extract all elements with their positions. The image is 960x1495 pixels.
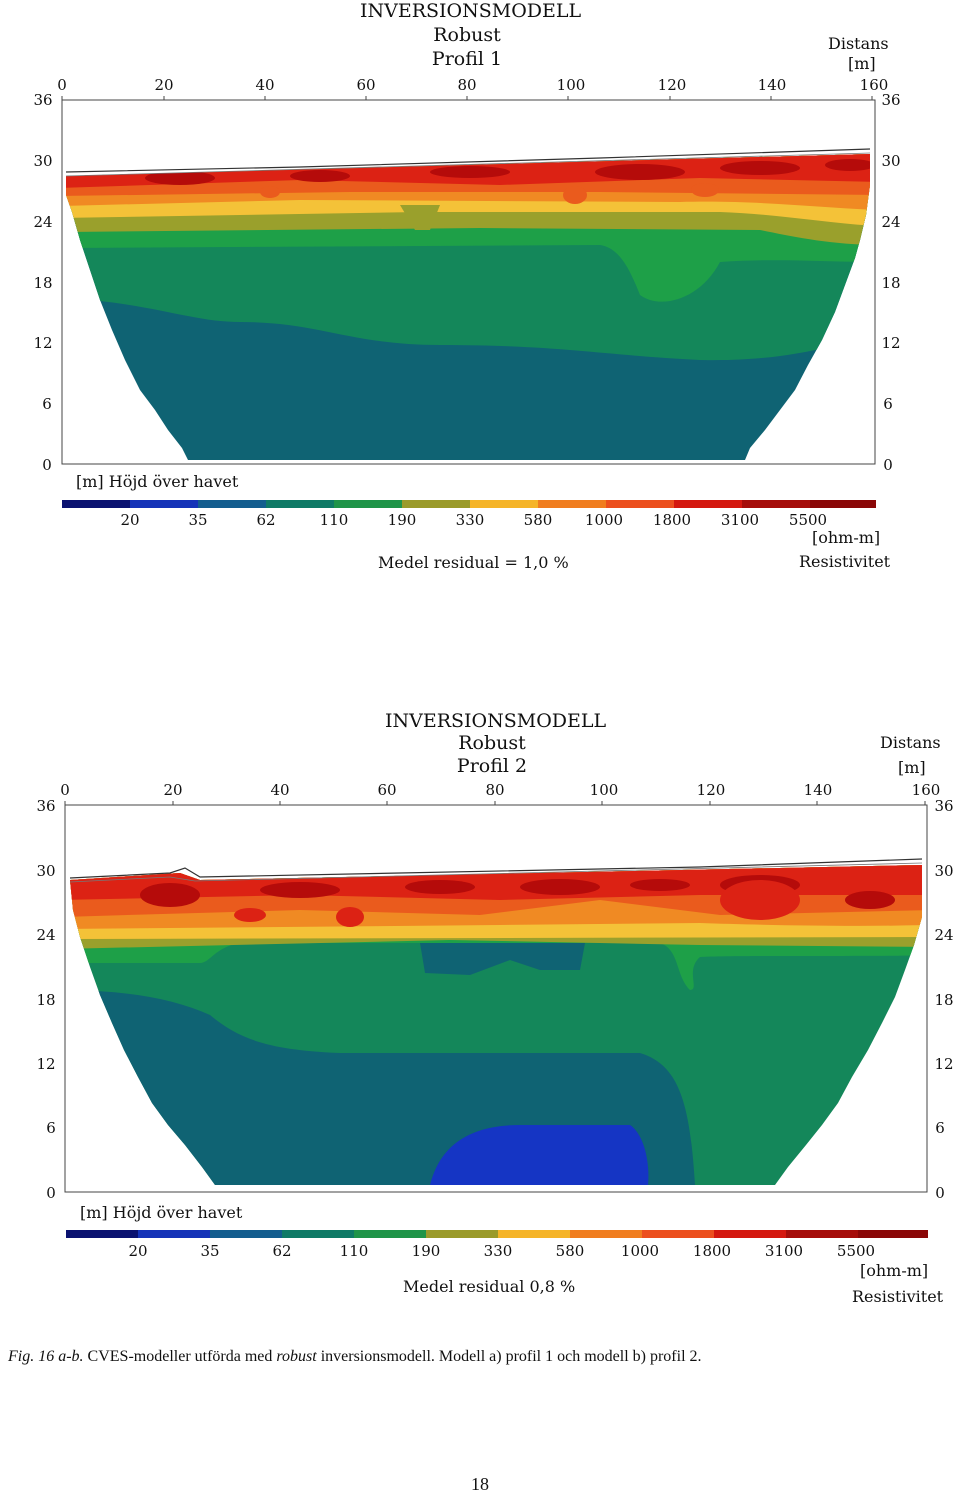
panel-title: INVERSIONSMODELL [385,710,607,732]
colorbar-label: 1800 [692,1242,732,1260]
colorbar-label: 190 [387,511,417,529]
y-tick: 6 [935,1119,945,1137]
x-tick: 40 [270,781,290,799]
colorbar-label: 3100 [764,1242,804,1260]
colorbar-label: 580 [555,1242,585,1260]
y-tick: 0 [42,456,52,474]
figure-label: Fig. 16 a-b. [8,1348,84,1365]
colorbar-label: 110 [339,1242,369,1260]
y-tick: 6 [46,1119,56,1137]
x-tick: 20 [163,781,183,799]
colorbar-label: 5500 [788,511,828,529]
caption-italic-word: robust [276,1348,317,1365]
page-number: 18 [471,1474,489,1494]
colorbar-label: 20 [120,511,140,529]
resistivity-unit: [ohm-m] [812,528,881,547]
y-tick: 18 [934,991,954,1009]
y-tick: 30 [881,152,901,170]
residual-text: Medel residual = 1,0 % [378,553,569,572]
colorbar-label: 1000 [584,511,624,529]
colorbar-label: 580 [523,511,553,529]
colorbar-label: 62 [256,511,276,529]
resistivity-section-1 [61,96,876,508]
panel-title: INVERSIONSMODELL [360,0,582,22]
y-tick: 12 [881,334,901,352]
x-tick: 120 [696,781,726,799]
colorbar-label: 5500 [836,1242,876,1260]
colorbar-label: 190 [411,1242,441,1260]
y-tick: 12 [33,334,53,352]
y-tick: 24 [934,926,954,944]
x-tick: 20 [154,76,174,94]
x-tick: 140 [803,781,833,799]
y-tick: 12 [36,1055,56,1073]
y-tick: 18 [881,274,901,292]
colorbar-label: 110 [319,511,349,529]
distance-unit: [m] [898,758,926,777]
y-tick: 18 [36,991,56,1009]
residual-text: Medel residual 0,8 % [403,1277,576,1296]
x-tick: 60 [356,76,376,94]
y-tick: 6 [42,395,52,413]
resistivity-section-2 [64,801,928,1238]
profile-label: Profil 1 [431,48,503,70]
y-tick: 36 [36,797,56,815]
colorbar [62,500,876,508]
caption-text-start: CVES-modeller utförda med [83,1348,277,1365]
resistivity-unit: [ohm-m] [860,1261,929,1280]
y-tick: 0 [883,456,893,474]
x-tick: 0 [57,76,67,94]
y-tick: 0 [935,1184,945,1202]
x-tick: 100 [589,781,619,799]
colorbar-label: 62 [272,1242,292,1260]
x-tick: 160 [911,781,941,799]
x-tick: 0 [60,781,70,799]
x-tick: 120 [657,76,687,94]
y-tick: 24 [33,213,53,231]
x-tick: 80 [457,76,477,94]
y-axis-label: [m] Höjd över havet [80,1203,243,1222]
distance-label: Distans [828,34,889,53]
colorbar-label: 3100 [720,511,760,529]
colorbar-label: 330 [455,511,485,529]
colorbar-label: 1800 [652,511,692,529]
colorbar [66,1230,928,1238]
x-tick: 100 [556,76,586,94]
y-tick: 30 [934,862,954,880]
distance-label: Distans [880,733,941,752]
x-tick: 160 [859,76,889,94]
y-tick: 18 [33,274,53,292]
resistivity-model-panel-2: INVERSIONSMODELL Robust Profil 2 Distans… [0,705,960,1315]
resistivity-label: Resistivitet [799,552,891,571]
y-tick: 36 [934,797,954,815]
colorbar-label: 1000 [620,1242,660,1260]
y-axis-label: [m] Höjd över havet [76,472,239,491]
x-tick: 140 [757,76,787,94]
distance-unit: [m] [848,54,876,73]
figure-caption: Fig. 16 a-b. CVES-modeller utförda med r… [8,1348,702,1366]
method-label: Robust [458,732,526,754]
y-tick: 24 [881,213,901,231]
resistivity-label: Resistivitet [852,1287,944,1306]
method-label: Robust [433,24,501,46]
x-tick: 60 [377,781,397,799]
caption-text-end: inversionsmodell. Modell a) profil 1 och… [316,1348,702,1365]
y-tick: 6 [883,395,893,413]
colorbar-label: 35 [200,1242,220,1260]
y-tick: 36 [881,91,901,109]
y-tick: 0 [46,1184,56,1202]
y-tick: 24 [36,926,56,944]
resistivity-model-panel-1: INVERSIONSMODELL Robust Profil 1 Distans… [0,0,960,600]
x-tick: 80 [485,781,505,799]
y-tick: 12 [934,1055,954,1073]
x-tick: 40 [255,76,275,94]
y-tick: 30 [36,862,56,880]
profile-label: Profil 2 [456,755,528,777]
colorbar-label: 20 [128,1242,148,1260]
y-tick: 30 [33,152,53,170]
colorbar-label: 35 [188,511,208,529]
y-tick: 36 [33,91,53,109]
colorbar-label: 330 [483,1242,513,1260]
